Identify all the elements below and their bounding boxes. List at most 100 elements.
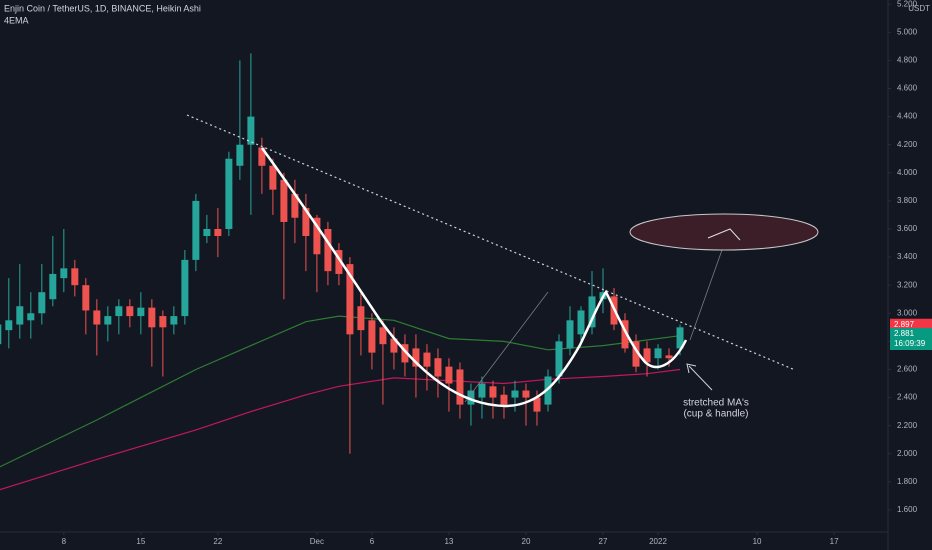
candle-body bbox=[632, 341, 640, 367]
candle-body bbox=[676, 327, 684, 349]
candle-body bbox=[357, 306, 365, 331]
candle-body bbox=[456, 369, 464, 405]
candle-body bbox=[27, 313, 35, 321]
connector-line bbox=[689, 249, 723, 341]
plot-area bbox=[0, 53, 684, 491]
candle-body bbox=[159, 316, 167, 328]
candle-body bbox=[566, 320, 574, 349]
candle-body bbox=[5, 320, 13, 331]
candle-body bbox=[412, 348, 420, 367]
price-tag-label: 2.881 bbox=[894, 329, 915, 338]
candle-body bbox=[588, 296, 596, 328]
candle-body bbox=[291, 193, 299, 218]
x-tick-label: 13 bbox=[444, 537, 453, 546]
candle-body bbox=[38, 292, 46, 314]
y-tick-label: 4.800 bbox=[897, 56, 918, 65]
countdown-label: 16:09:39 bbox=[894, 339, 926, 348]
candle-body bbox=[192, 200, 200, 260]
x-tick-label: 15 bbox=[136, 537, 145, 546]
y-tick-label: 4.000 bbox=[897, 168, 918, 177]
candle-body bbox=[137, 307, 145, 317]
candle-body bbox=[82, 285, 90, 311]
candle-body bbox=[522, 390, 530, 398]
candle-body bbox=[16, 306, 24, 325]
candle-body bbox=[324, 228, 332, 272]
indicator-label: 4EMA bbox=[4, 15, 29, 25]
candle-body bbox=[203, 228, 211, 237]
candle-body bbox=[478, 383, 486, 398]
candle-body bbox=[126, 306, 134, 317]
candle-body bbox=[71, 268, 79, 286]
candle-body bbox=[511, 390, 519, 398]
price-tag bbox=[890, 318, 932, 331]
annotation-text: stretched MA's bbox=[683, 398, 749, 409]
candle-body bbox=[93, 310, 101, 325]
candle-body bbox=[555, 341, 563, 377]
y-tick-label: 3.000 bbox=[897, 308, 918, 317]
candle-body bbox=[544, 376, 552, 405]
x-tick-label: 8 bbox=[62, 537, 67, 546]
y-tick-label: 4.400 bbox=[897, 112, 918, 121]
currency-label: USDT bbox=[908, 4, 930, 13]
chart-title: Enjin Coin / TetherUS, 1D, BINANCE, Heik… bbox=[4, 3, 201, 13]
y-tick-label: 3.800 bbox=[897, 196, 918, 205]
candle-body bbox=[258, 147, 266, 166]
y-tick-label: 3.400 bbox=[897, 252, 918, 261]
annotation-arrowhead bbox=[686, 363, 697, 374]
candle-body bbox=[236, 144, 244, 166]
y-tick-label: 2.400 bbox=[897, 393, 918, 402]
target-ellipse bbox=[629, 213, 819, 251]
candle-body bbox=[643, 348, 651, 363]
y-tick-label: 5.000 bbox=[897, 27, 918, 36]
y-tick-label: 4.200 bbox=[897, 140, 918, 149]
candle-body bbox=[115, 306, 123, 317]
y-tick-label: 1.800 bbox=[897, 477, 918, 486]
target-sketch bbox=[707, 228, 741, 241]
cup-handle-curve bbox=[260, 147, 688, 408]
x-tick-label: 17 bbox=[830, 537, 839, 546]
candle-body bbox=[368, 320, 376, 353]
candle-body bbox=[467, 390, 475, 405]
candle-body bbox=[489, 386, 497, 398]
candle-body bbox=[335, 250, 343, 274]
x-tick-label: 6 bbox=[370, 537, 375, 546]
candle-body bbox=[379, 327, 387, 345]
candle-body bbox=[181, 259, 189, 317]
x-tick-label: 20 bbox=[522, 537, 531, 546]
x-tick-label: Dec bbox=[310, 537, 324, 546]
candle-body bbox=[0, 324, 2, 345]
candle-body bbox=[665, 355, 673, 359]
x-tick-label: 22 bbox=[213, 537, 222, 546]
y-tick-label: 2.000 bbox=[897, 449, 918, 458]
x-tick-label: 27 bbox=[599, 537, 608, 546]
candle-body bbox=[225, 158, 233, 229]
candle-body bbox=[621, 320, 629, 349]
candle-body bbox=[60, 268, 68, 279]
x-tick-label: 10 bbox=[753, 537, 762, 546]
ema-line bbox=[0, 315, 681, 468]
y-tick-label: 2.200 bbox=[897, 421, 918, 430]
candle-body bbox=[247, 116, 255, 145]
candle-body bbox=[170, 316, 178, 325]
candle-body bbox=[313, 217, 321, 255]
candle-body bbox=[445, 366, 453, 384]
candle-body bbox=[654, 348, 662, 359]
candle-body bbox=[390, 338, 398, 353]
ema-line bbox=[0, 368, 681, 491]
candle-body bbox=[104, 316, 112, 325]
candle-body bbox=[214, 228, 222, 237]
price-tag bbox=[890, 327, 932, 350]
candle-body bbox=[401, 344, 409, 363]
y-tick-label: 2.600 bbox=[897, 365, 918, 374]
x-tick-label: 2022 bbox=[649, 537, 667, 546]
price-tag-label: 2.897 bbox=[894, 320, 915, 329]
y-tick-label: 3.600 bbox=[897, 224, 918, 233]
candle-body bbox=[533, 397, 541, 412]
y-tick-label: 1.600 bbox=[897, 505, 918, 514]
y-tick-label: 4.600 bbox=[897, 84, 918, 93]
candle-body bbox=[577, 310, 585, 335]
candle-body bbox=[49, 273, 57, 300]
candle-body bbox=[423, 352, 431, 367]
